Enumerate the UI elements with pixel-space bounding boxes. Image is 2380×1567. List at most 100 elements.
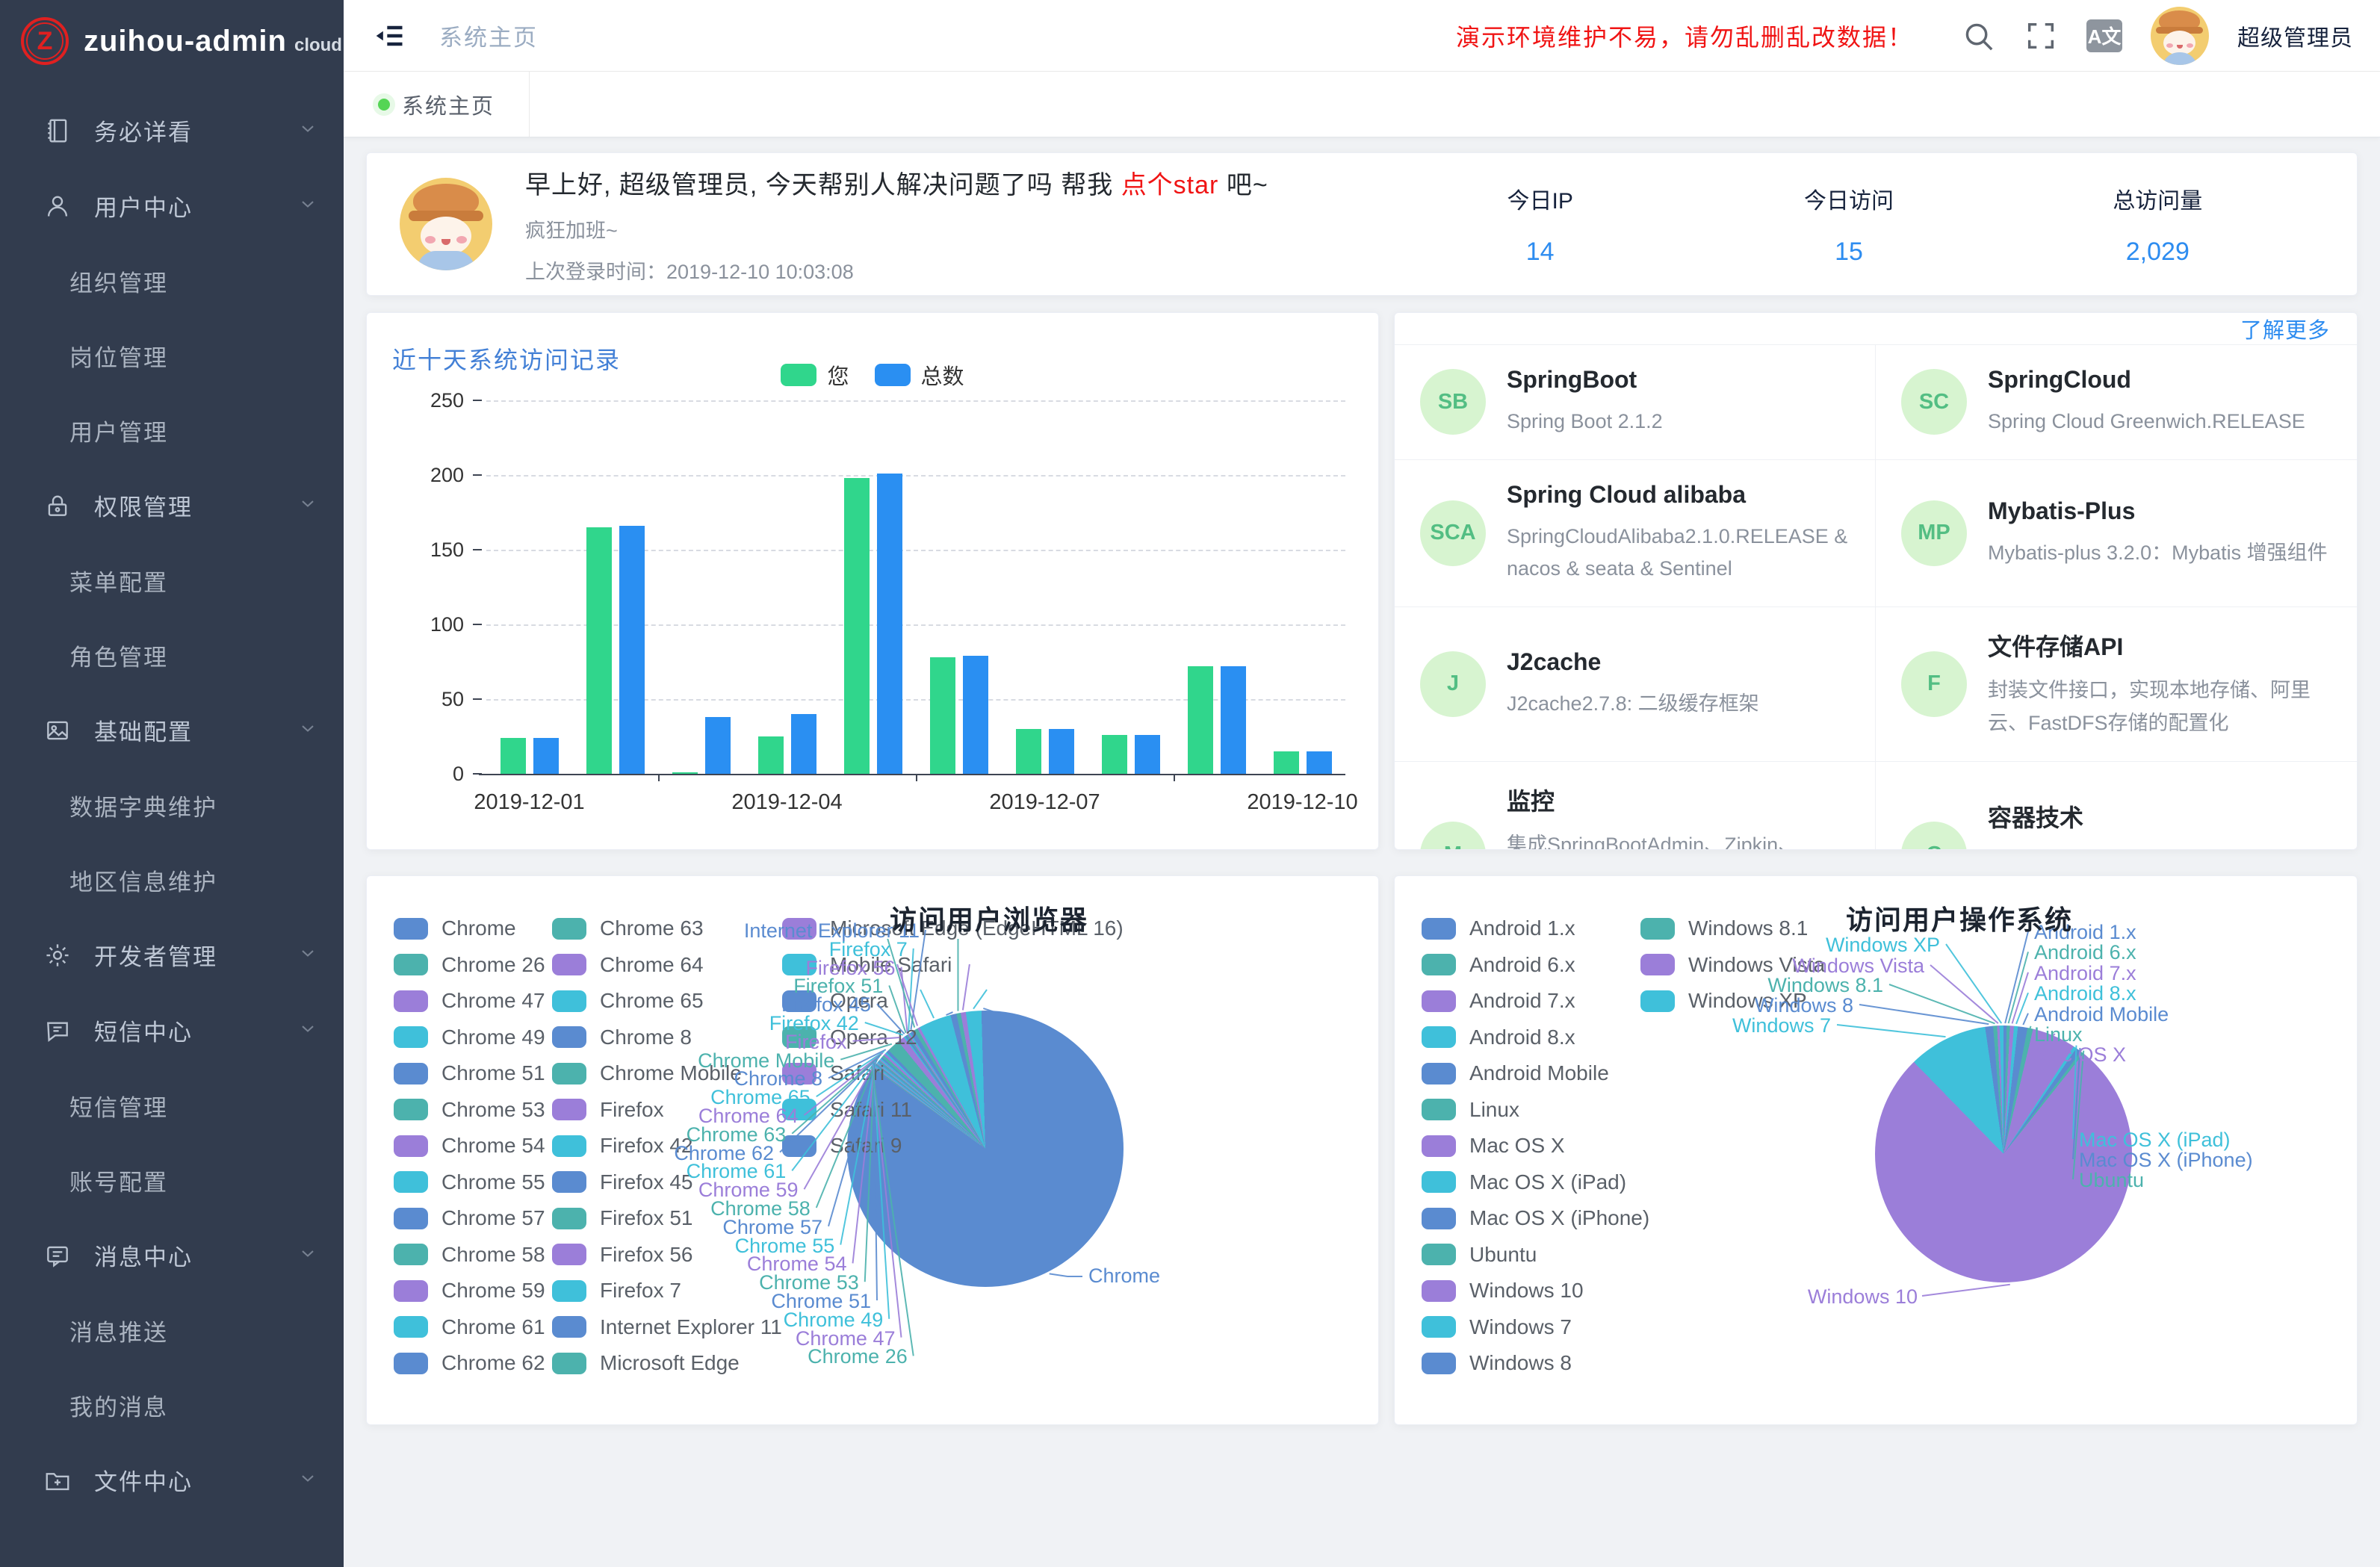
x-axis-line [479, 774, 1345, 775]
username[interactable]: 超级管理员 [2237, 19, 2353, 52]
chevron-down-icon [297, 493, 318, 518]
legend-item-Chrome 54[interactable]: Chrome 54 [394, 1134, 545, 1158]
legend-item-Android Mobile[interactable]: Android Mobile [1422, 1061, 1609, 1085]
legend-item-Android 6.x[interactable]: Android 6.x [1422, 953, 1575, 977]
legend-item-Windows 8[interactable]: Windows 8 [1422, 1351, 1572, 1375]
legend-swatch [1422, 954, 1456, 975]
legend-item-Firefox 45[interactable]: Firefox 45 [552, 1170, 693, 1194]
legend-item-Safari 9[interactable]: Safari 9 [782, 1134, 902, 1158]
legend-item-Chrome 64[interactable]: Chrome 64 [552, 953, 704, 977]
legend-label: Windows 7 [1469, 1315, 1572, 1339]
tab-system-home[interactable]: 系统主页 [344, 72, 530, 137]
legend-item-Internet Explorer 11[interactable]: Internet Explorer 11 [552, 1315, 782, 1339]
sidebar-subitem[interactable]: 短信管理 [0, 1068, 344, 1143]
sidebar-item-7[interactable]: 文件中心 [0, 1442, 344, 1518]
legend-item-Chrome 55[interactable]: Chrome 55 [394, 1170, 545, 1194]
star-link[interactable]: 点个star [1121, 171, 1219, 199]
sidebar-item-5[interactable]: 短信中心 [0, 993, 344, 1068]
sidebar-item-0[interactable]: 务必详看 [0, 93, 344, 168]
sidebar-subitem[interactable]: 角色管理 [0, 618, 344, 692]
legend-item-Chrome 57[interactable]: Chrome 57 [394, 1206, 545, 1230]
legend-item-总数[interactable]: 总数 [875, 359, 964, 391]
user-avatar[interactable] [2151, 7, 2209, 65]
bar-总数-2019-12-08 [1135, 735, 1160, 774]
learn-more-link[interactable]: 了解更多 [2240, 313, 2330, 344]
visits-bar-chart-card: 近十天系统访问记录 您总数 0501001502002502019-12-012… [366, 312, 1379, 850]
sidebar-subitem[interactable]: 用户管理 [0, 393, 344, 468]
sidebar-subitem[interactable]: 我的消息 [0, 1368, 344, 1442]
sidebar-item-2[interactable]: 权限管理 [0, 468, 344, 543]
legend-item-Chrome 47[interactable]: Chrome 47 [394, 989, 545, 1013]
legend-label: Safari [830, 1061, 884, 1085]
legend-item-Chrome 26[interactable]: Chrome 26 [394, 953, 545, 977]
legend-item-Chrome 8[interactable]: Chrome 8 [552, 1025, 692, 1049]
legend-item-Ubuntu[interactable]: Ubuntu [1422, 1243, 1537, 1267]
legend-item-Firefox 7[interactable]: Firefox 7 [552, 1279, 681, 1303]
legend-item-Firefox 42[interactable]: Firefox 42 [552, 1134, 693, 1158]
bar-您-2019-12-04 [758, 736, 784, 774]
legend-item-Chrome 53[interactable]: Chrome 53 [394, 1098, 545, 1122]
legend-swatch [394, 1280, 428, 1302]
legend-item-Android 1.x[interactable]: Android 1.x [1422, 916, 1575, 940]
sidebar-subitem[interactable]: 地区信息维护 [0, 843, 344, 917]
legend-item-Chrome 62[interactable]: Chrome 62 [394, 1351, 545, 1375]
collapse-sidebar-icon[interactable] [374, 19, 406, 52]
legend-item-Windows 8.1[interactable]: Windows 8.1 [1640, 916, 1808, 940]
sidebar-subitem[interactable]: 账号配置 [0, 1143, 344, 1217]
logo-badge-icon: Z [21, 17, 69, 65]
chevron-down-icon [297, 1243, 318, 1267]
sidebar-item-6[interactable]: 消息中心 [0, 1217, 344, 1293]
legend-item-Chrome 51[interactable]: Chrome 51 [394, 1061, 545, 1085]
stat-label: 今日IP [1386, 182, 1694, 215]
legend-item-Firefox[interactable]: Firefox [552, 1098, 664, 1122]
legend-label: Internet Explorer 11 [600, 1315, 782, 1339]
tech-stack-card: 了解更多 SBSpringBootSpring Boot 2.1.2SCSpri… [1394, 312, 2358, 850]
legend-item-Android 7.x[interactable]: Android 7.x [1422, 989, 1575, 1013]
legend-item-Chrome 59[interactable]: Chrome 59 [394, 1279, 545, 1303]
legend-item-Windows 10[interactable]: Windows 10 [1422, 1279, 1584, 1303]
legend-item-Mac OS X (iPhone)[interactable]: Mac OS X (iPhone) [1422, 1206, 1649, 1230]
legend-item-Firefox 56[interactable]: Firefox 56 [552, 1243, 693, 1267]
fullscreen-icon[interactable] [2024, 19, 2058, 53]
legend-swatch [1422, 1063, 1456, 1085]
sidebar-subitem[interactable]: 岗位管理 [0, 318, 344, 393]
legend-swatch [394, 1244, 428, 1265]
bar-总数-2019-12-04 [791, 714, 816, 774]
legend-item-Mac OS X[interactable]: Mac OS X [1422, 1134, 1565, 1158]
tech-avatar: C [1901, 822, 1967, 850]
x-axis-label: 2019-12-07 [955, 790, 1135, 815]
legend-item-Linux[interactable]: Linux [1422, 1098, 1519, 1122]
legend-item-Chrome 61[interactable]: Chrome 61 [394, 1315, 545, 1339]
sidebar-subitem[interactable]: 菜单配置 [0, 543, 344, 618]
legend-item-Mac OS X (iPad)[interactable]: Mac OS X (iPad) [1422, 1170, 1626, 1194]
sidebar-subitem[interactable]: 消息推送 [0, 1293, 344, 1368]
y-axis-label: 50 [389, 688, 464, 711]
legend-item-Chrome 58[interactable]: Chrome 58 [394, 1243, 545, 1267]
legend-item-Chrome 49[interactable]: Chrome 49 [394, 1025, 545, 1049]
legend-item-Chrome 63[interactable]: Chrome 63 [552, 916, 704, 940]
sidebar-item-1[interactable]: 用户中心 [0, 168, 344, 243]
legend-label: Chrome 49 [441, 1025, 545, 1049]
sidebar-item-3[interactable]: 基础配置 [0, 692, 344, 768]
sidebar-subitem[interactable]: 组织管理 [0, 243, 344, 318]
breadcrumb[interactable]: 系统主页 [439, 19, 538, 52]
legend-item-Android 8.x[interactable]: Android 8.x [1422, 1025, 1575, 1049]
legend-label: Chrome [441, 916, 516, 940]
legend-item-Microsoft Edge[interactable]: Microsoft Edge [552, 1351, 740, 1375]
legend-swatch [394, 990, 428, 1012]
legend-swatch [1422, 990, 1456, 1012]
legend-label: 您 [827, 359, 849, 391]
legend-item-您[interactable]: 您 [781, 359, 849, 391]
legend-item-Chrome 65[interactable]: Chrome 65 [552, 989, 704, 1013]
legend-item-Windows 7[interactable]: Windows 7 [1422, 1315, 1572, 1339]
pie-label-Android 7.x: Android 7.x [2034, 962, 2136, 985]
folder-plus-icon [43, 1466, 73, 1495]
search-icon[interactable] [1961, 19, 1995, 53]
legend-swatch [552, 990, 586, 1012]
sidebar-subitem[interactable]: 数据字典维护 [0, 768, 344, 843]
sidebar-item-4[interactable]: 开发者管理 [0, 917, 344, 993]
legend-item-Firefox 51[interactable]: Firefox 51 [552, 1206, 693, 1230]
greeting-text: 早上好, 超级管理员, 今天帮别人解决问题了吗 帮我 点个star 吧~ [525, 164, 1268, 201]
translate-icon[interactable]: A文 [2086, 19, 2122, 52]
legend-item-Chrome[interactable]: Chrome [394, 916, 516, 940]
